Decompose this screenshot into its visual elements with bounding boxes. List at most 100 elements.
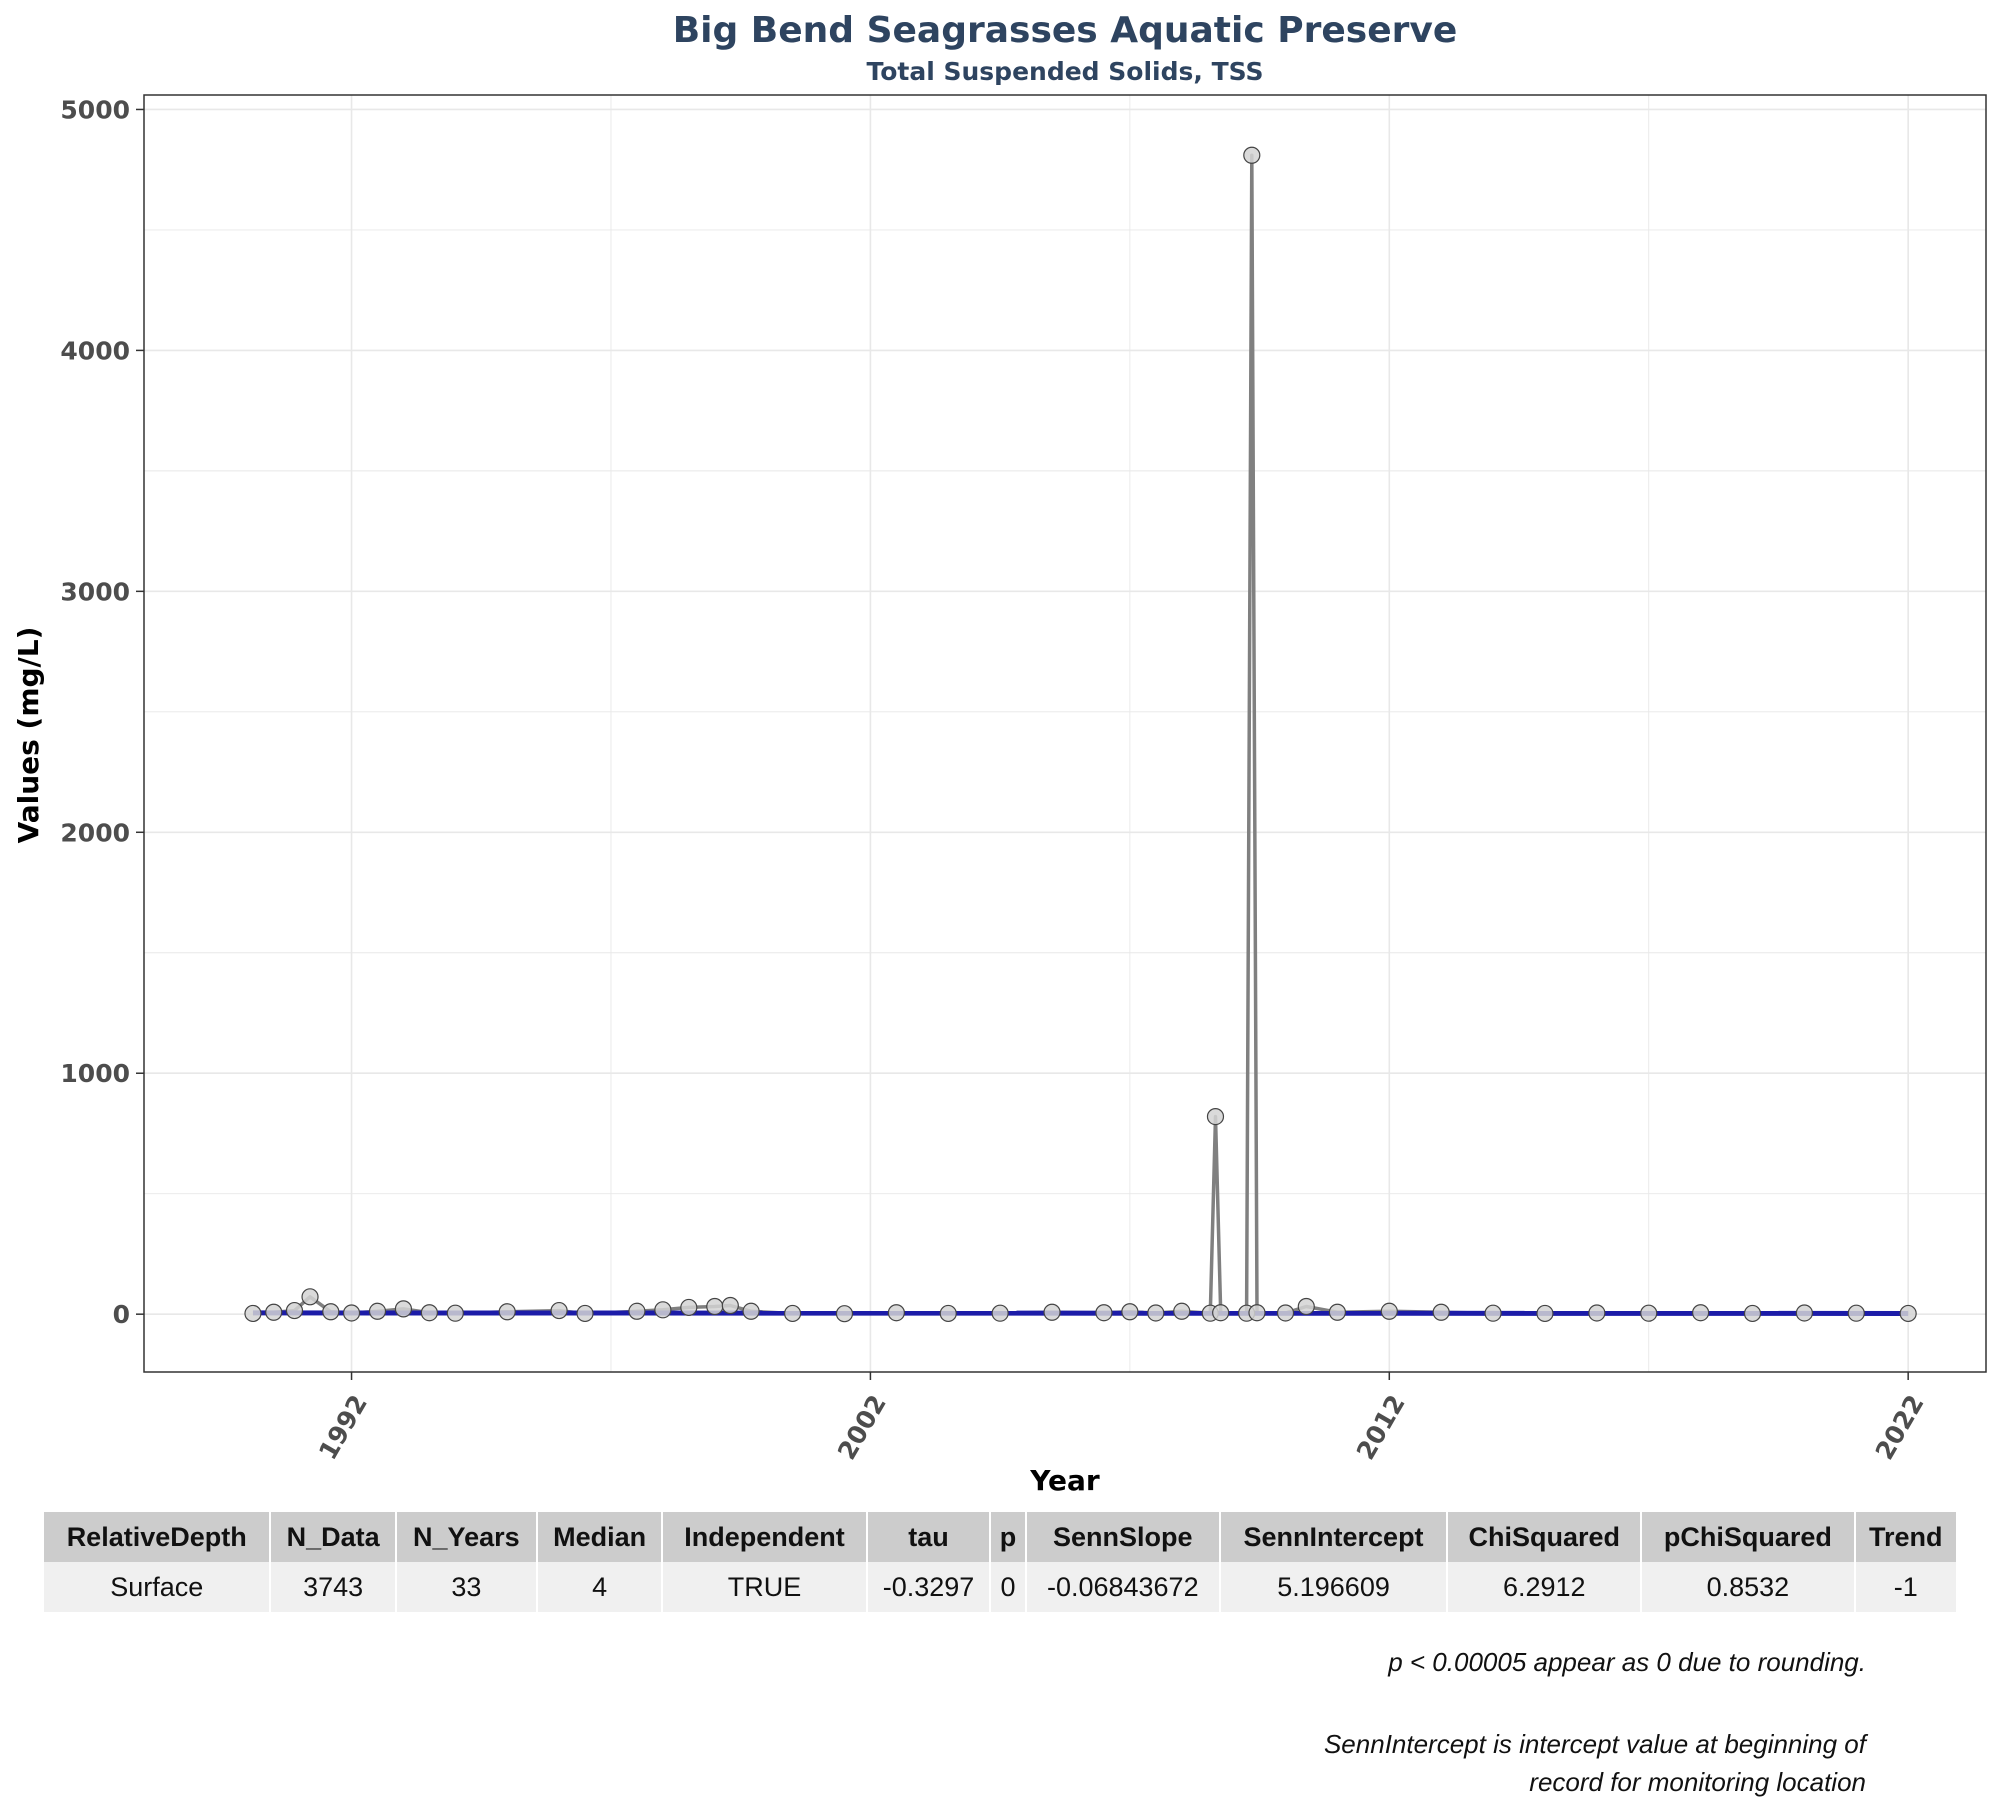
rounding-note: p < 0.00005 appear as 0 due to rounding. (1388, 1647, 1866, 1677)
y-axis-label: Values (mg/L) (12, 627, 45, 844)
header-median: Median (537, 1512, 662, 1562)
data-point (835, 1305, 854, 1323)
data-point (1243, 146, 1261, 164)
x-tick-label: 2012 (1351, 1390, 1411, 1465)
x-tick-label: 2022 (1870, 1390, 1930, 1465)
data-point (1847, 1304, 1865, 1322)
data-point (1043, 1303, 1061, 1321)
cell-trend: -1 (1855, 1562, 1956, 1612)
y-tick-label: 5000 (60, 95, 130, 124)
data-point (1899, 1304, 1917, 1323)
data-point (1692, 1304, 1710, 1322)
data-point (1297, 1297, 1315, 1316)
header-senn-intercept: SennIntercept (1220, 1512, 1447, 1562)
data-point (1484, 1304, 1502, 1322)
cell-senn-slope: -0.06843672 (1026, 1562, 1219, 1612)
header-trend: Trend (1855, 1512, 1956, 1562)
data-point (420, 1304, 438, 1322)
axes: 0 1000 2000 3000 4000 5000 1992 2002 2012 2022 (60, 95, 1929, 1464)
header-p-chi-squared: pChiSquared (1642, 1512, 1854, 1562)
cell-relative-depth: Surface (44, 1562, 270, 1612)
y-tick-label: 3000 (60, 577, 130, 606)
data-point (680, 1298, 698, 1317)
data-point (1640, 1304, 1658, 1322)
intercept-note-line1: SennIntercept is intercept value at begi… (1323, 1729, 1866, 1759)
data-point (446, 1304, 464, 1322)
data-point (1212, 1304, 1230, 1322)
data-point (368, 1302, 387, 1320)
cell-n-years: 33 (396, 1562, 536, 1612)
data-point (887, 1304, 905, 1322)
data-point (1743, 1304, 1762, 1323)
data-point (628, 1302, 646, 1320)
plot-frame (143, 94, 1987, 1373)
header-n-data: N_Data (271, 1512, 395, 1562)
y-tick-label: 4000 (60, 336, 130, 365)
intercept-note-line2: record for monitoring location (1529, 1767, 1866, 1797)
chart: Big Bend Seagrasses Aquatic Preserve Tot… (12, 10, 1987, 1497)
header-p: p (991, 1512, 1025, 1562)
data-point (1328, 1303, 1347, 1321)
series-path (252, 153, 1909, 1316)
chart-title: Big Bend Seagrasses Aquatic Preserve (673, 10, 1458, 51)
header-senn-slope: SennSlope (1026, 1512, 1219, 1562)
grid (144, 95, 1986, 1372)
data-point (1795, 1304, 1813, 1322)
data-point (576, 1304, 594, 1323)
data-point (1248, 1304, 1266, 1322)
data-point (342, 1304, 361, 1322)
x-tick-label: 1992 (313, 1390, 373, 1465)
data-point (1147, 1304, 1165, 1322)
header-relative-depth: RelativeDepth (44, 1512, 270, 1562)
trend-line (252, 1310, 1909, 1316)
table-row: Surface 3743 33 4 TRUE -0.3297 0 -0.0684… (44, 1562, 1956, 1612)
data-point (265, 1303, 283, 1321)
data-point (285, 1301, 304, 1320)
data-point (1432, 1303, 1450, 1321)
header-independent: Independent (663, 1512, 866, 1562)
chart-subtitle: Total Suspended Solids, TSS (866, 57, 1263, 86)
data-point (721, 1296, 739, 1315)
cell-senn-intercept: 5.196609 (1220, 1562, 1447, 1612)
data-point (783, 1304, 802, 1323)
data-point (322, 1303, 340, 1321)
data-point (654, 1301, 672, 1319)
data-point (939, 1304, 957, 1323)
cell-chi-squared: 6.2912 (1448, 1562, 1641, 1612)
stats-header-row: RelativeDepth N_Data N_Years Median Inde… (44, 1512, 1956, 1562)
data-point (1095, 1304, 1113, 1322)
trend-line-path (252, 1310, 1909, 1316)
data-point (1276, 1304, 1295, 1322)
data-point (394, 1300, 413, 1318)
data-point (1206, 1107, 1225, 1126)
cell-p-chi-squared: 0.8532 (1642, 1562, 1854, 1612)
header-n-years: N_Years (396, 1512, 536, 1562)
y-tick-label: 0 (113, 1300, 130, 1329)
header-tau: tau (867, 1512, 990, 1562)
data-point (706, 1297, 724, 1316)
cell-independent: TRUE (663, 1562, 866, 1612)
data-point (742, 1302, 760, 1320)
header-chi-squared: ChiSquared (1448, 1512, 1641, 1562)
data-point (301, 1288, 319, 1306)
y-tick-label: 1000 (60, 1059, 130, 1088)
data-point (1536, 1304, 1554, 1323)
x-axis-label: Year (1029, 1464, 1100, 1497)
data-points (244, 146, 1917, 1323)
data-point (1588, 1304, 1606, 1322)
data-point (550, 1301, 568, 1320)
y-tick-label: 2000 (60, 818, 130, 847)
cell-tau: -0.3297 (867, 1562, 990, 1612)
x-tick-label: 2002 (832, 1390, 892, 1465)
data-point (991, 1304, 1009, 1322)
series-line (252, 153, 1909, 1316)
data-point (498, 1303, 516, 1321)
data-point (1380, 1302, 1398, 1320)
stats-table: RelativeDepth N_Data N_Years Median Inde… (42, 1512, 1958, 1612)
data-point (1173, 1302, 1191, 1320)
cell-n-data: 3743 (271, 1562, 395, 1612)
data-point (1121, 1303, 1139, 1321)
data-point (244, 1304, 262, 1323)
cell-median: 4 (537, 1562, 662, 1612)
cell-p: 0 (991, 1562, 1025, 1612)
